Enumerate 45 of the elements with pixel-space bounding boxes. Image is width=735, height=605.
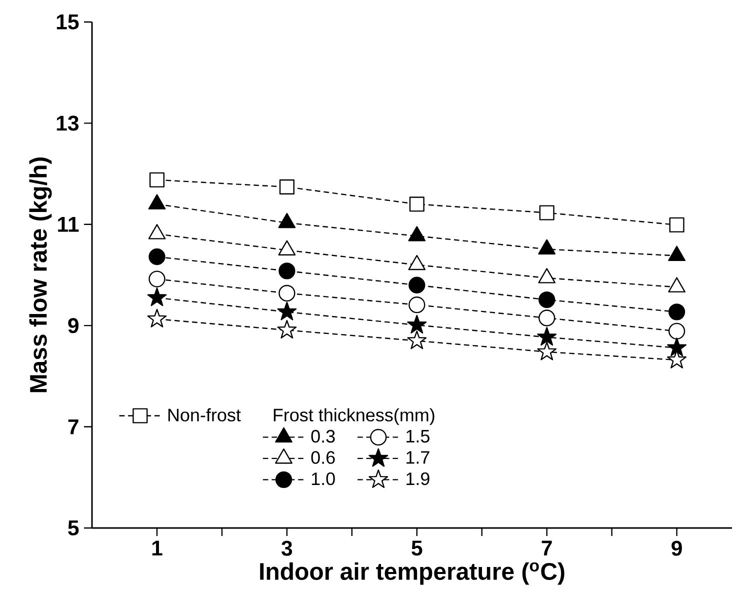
- point: [668, 304, 686, 320]
- point: [668, 322, 686, 340]
- point: [278, 262, 296, 280]
- y-tick-label: 15: [56, 14, 79, 30]
- point: [537, 342, 557, 360]
- point: [667, 338, 687, 356]
- point: [148, 248, 166, 266]
- point: [538, 291, 556, 308]
- point: [408, 276, 426, 294]
- x-tick-label: 1: [152, 540, 162, 556]
- y-tick-label: 9: [68, 318, 78, 334]
- y-tick-label: 11: [58, 217, 79, 232]
- point: [409, 196, 424, 212]
- point: [538, 310, 556, 326]
- point: [277, 302, 297, 320]
- legend-label: 1.0: [312, 472, 335, 486]
- point: [147, 288, 167, 306]
- legend-label: Non-frost: [168, 408, 241, 422]
- point: [537, 327, 557, 346]
- point: [539, 205, 554, 220]
- legend-label: 1.9: [406, 472, 430, 486]
- x-tick-label: 7: [542, 540, 552, 556]
- point: [278, 284, 296, 302]
- legend-label: 0.3: [311, 430, 335, 443]
- y-tick-label: 7: [68, 419, 78, 434]
- point: [279, 179, 294, 194]
- y-axis-title: Mass flow rate (kg/h): [29, 158, 52, 392]
- point: [408, 296, 426, 314]
- point: [669, 217, 684, 232]
- x-tick-label: 3: [281, 540, 292, 556]
- point: [148, 270, 166, 288]
- x-axis-title: Indoor air temperature ($^{o}$C): [260, 562, 564, 585]
- y-tick-label: 13: [56, 116, 79, 131]
- point: [407, 314, 427, 334]
- legend-label: 0.6: [311, 451, 335, 464]
- point: [277, 320, 297, 339]
- point: [149, 172, 165, 188]
- x-tick-label: 5: [412, 540, 422, 556]
- y-tick-label: 5: [68, 520, 79, 536]
- legend-label: 1.5: [406, 430, 430, 443]
- point: [147, 308, 167, 328]
- legend-label: 1.7: [406, 451, 430, 464]
- legend-title: Frost thickness(mm): [274, 408, 434, 425]
- x-tick-label: 9: [672, 540, 682, 556]
- point: [407, 330, 427, 350]
